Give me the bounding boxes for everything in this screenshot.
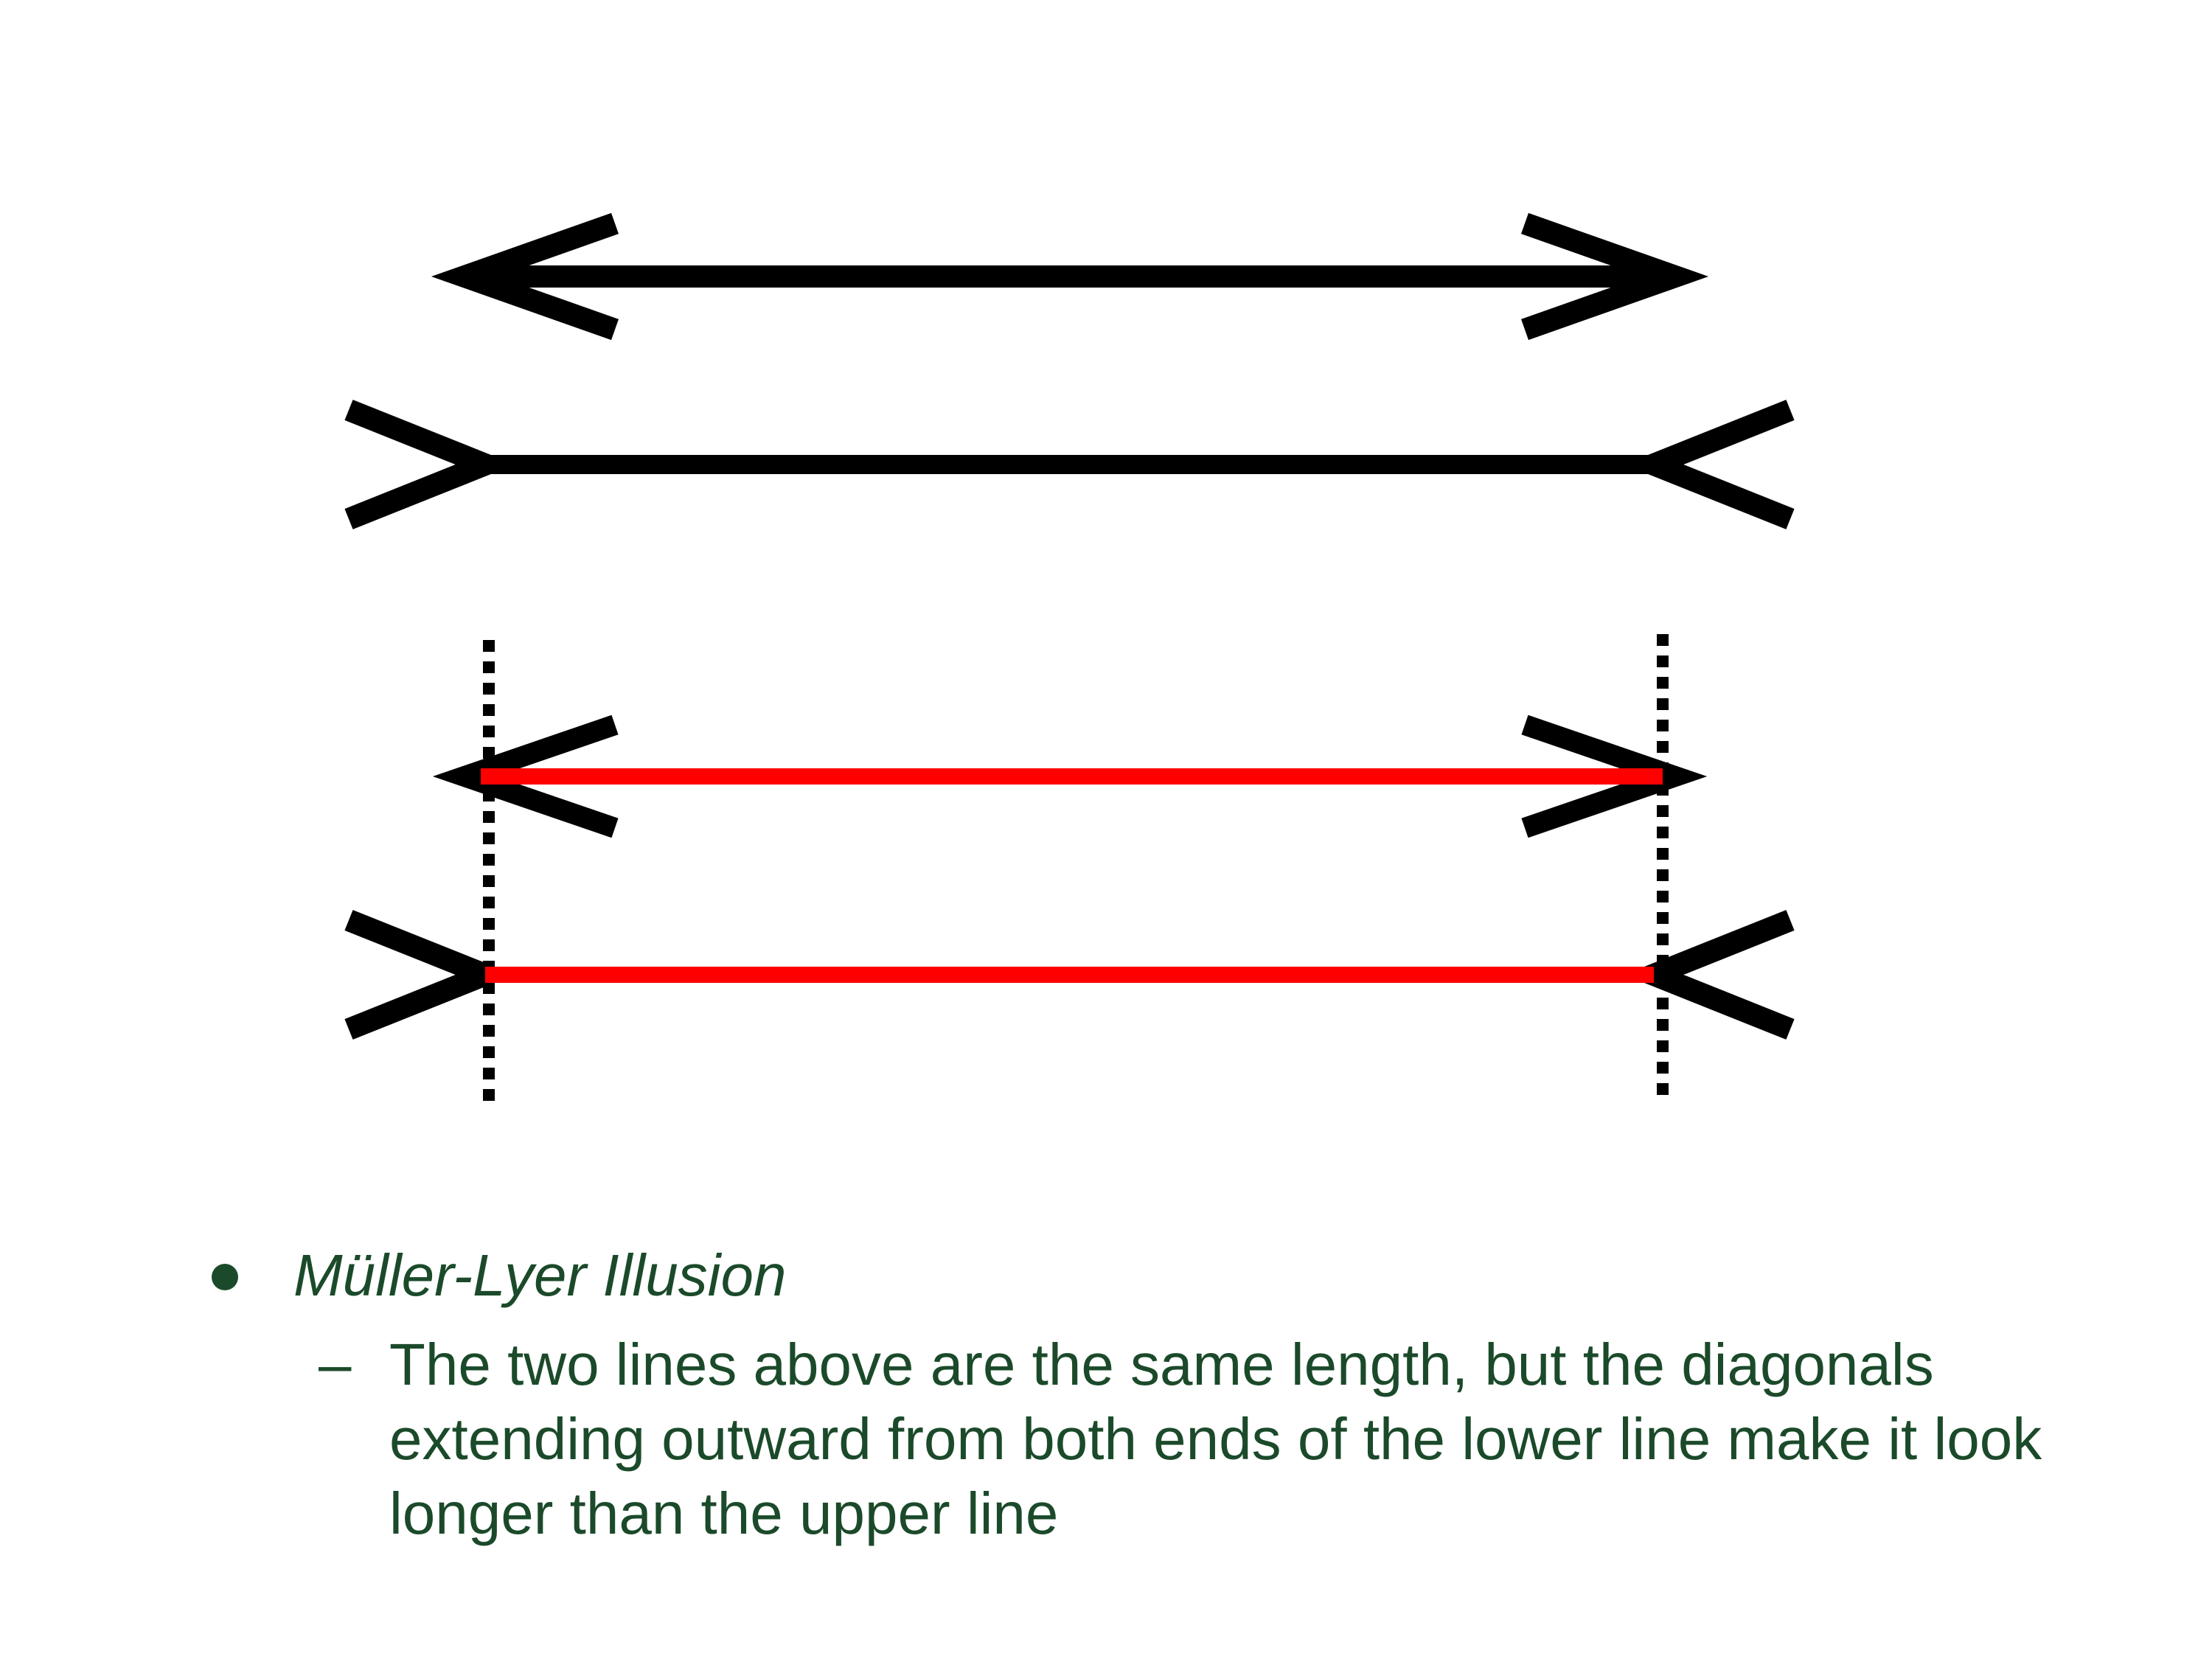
arrowhead-left-red-top — [432, 714, 619, 838]
bullet-title: Müller-Lyer Illusion — [293, 1242, 787, 1308]
dotted-guides — [483, 634, 1669, 1102]
arrowhead-right-top — [1521, 212, 1709, 341]
fin-left-bottom — [344, 400, 515, 529]
fin-line-bottom — [344, 400, 1795, 529]
sub-bullet-dash: – — [319, 1331, 352, 1397]
arrow-line-top — [431, 212, 1709, 341]
arrowhead-right-red-top — [1521, 714, 1708, 838]
arrow-line-red-top — [432, 714, 1708, 838]
arrowhead-left-top — [431, 212, 619, 341]
fin-line-red-bottom — [344, 910, 1795, 1040]
sub-bullet-text: The two lines above are the same length,… — [389, 1332, 2042, 1546]
bullet-dot-icon — [212, 1264, 238, 1290]
fin-right-bottom — [1624, 400, 1795, 529]
